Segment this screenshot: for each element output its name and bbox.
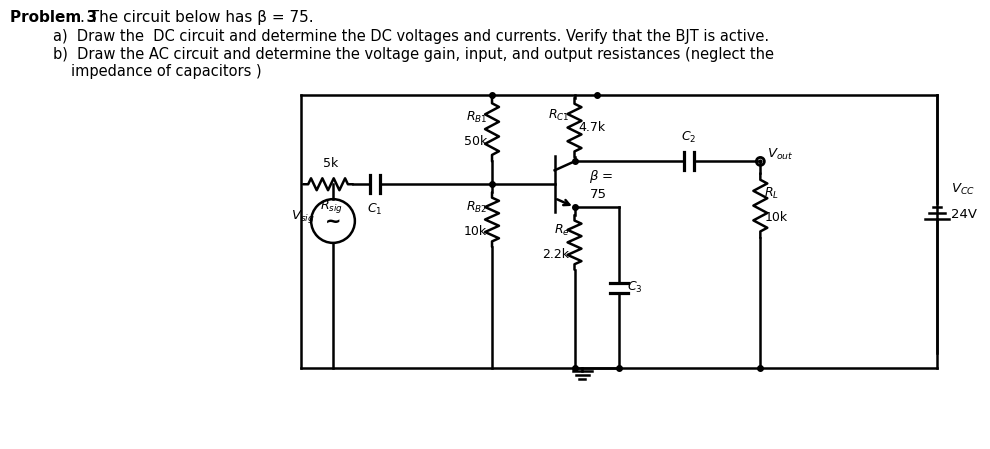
Text: ~: ~: [325, 211, 342, 230]
Text: $R_e$: $R_e$: [553, 223, 569, 238]
Text: 50k: 50k: [463, 135, 487, 148]
Text: $\beta$ =: $\beta$ =: [589, 168, 614, 185]
Text: 10k: 10k: [464, 225, 487, 238]
Text: $V_{sig}$: $V_{sig}$: [291, 207, 315, 224]
Text: b)  Draw the AC circuit and determine the voltage gain, input, and output resist: b) Draw the AC circuit and determine the…: [52, 47, 774, 62]
Text: $R_{C1}$: $R_{C1}$: [548, 108, 569, 123]
Text: $V_{out}$: $V_{out}$: [767, 147, 794, 162]
Text: a)  Draw the  DC circuit and determine the DC voltages and currents. Verify that: a) Draw the DC circuit and determine the…: [52, 29, 769, 44]
Text: $R_{B1}$: $R_{B1}$: [465, 110, 487, 125]
Text: . The circuit below has β = 75.: . The circuit below has β = 75.: [79, 10, 313, 25]
Text: $R_{B2}$: $R_{B2}$: [465, 200, 487, 215]
Text: 10k: 10k: [764, 211, 787, 224]
Text: $C_3$: $C_3$: [628, 280, 643, 295]
Text: $V_{CC}$: $V_{CC}$: [951, 182, 975, 197]
Text: $R_{sig}$: $R_{sig}$: [320, 198, 343, 215]
Text: 2.2k: 2.2k: [543, 248, 569, 261]
Text: 4.7k: 4.7k: [578, 121, 606, 134]
Text: 75: 75: [589, 188, 607, 201]
Text: 5k: 5k: [324, 157, 339, 170]
Text: $R_L$: $R_L$: [764, 186, 779, 201]
Text: Problem 3: Problem 3: [10, 10, 97, 25]
Text: $C_1$: $C_1$: [367, 202, 382, 217]
Text: impedance of capacitors ): impedance of capacitors ): [70, 64, 261, 79]
Text: 24V: 24V: [951, 207, 977, 220]
Text: $C_2$: $C_2$: [681, 130, 696, 145]
